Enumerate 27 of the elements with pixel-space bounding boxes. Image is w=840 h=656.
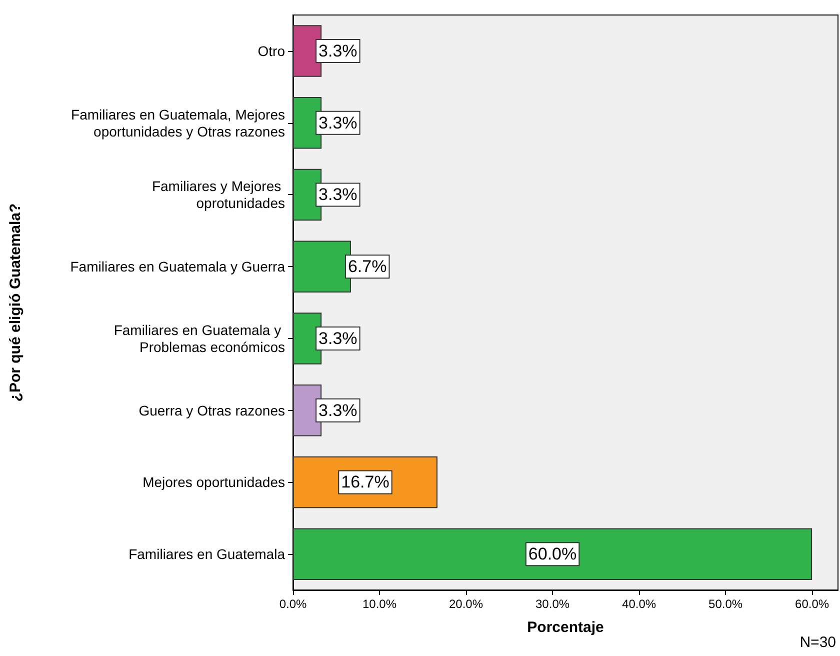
- data-label: 6.7%: [348, 257, 387, 276]
- data-label: 3.3%: [318, 185, 358, 204]
- x-tick-label: 50.0%: [708, 597, 743, 611]
- y-tick-label: Otro: [258, 42, 286, 59]
- x-axis-title: Porcentaje: [527, 619, 604, 636]
- bar: [293, 528, 812, 580]
- text: N=30: [800, 634, 836, 651]
- data-label: 16.7%: [341, 472, 390, 492]
- y-tick-label: Familiares en Guatemala, Mejores oportunidades y Otras razones: [71, 106, 285, 140]
- x-tick-label: 30.0%: [536, 597, 570, 611]
- data-label: 3.3%: [318, 400, 358, 420]
- y-tick-label: Guerra y Otras razones: [138, 402, 285, 418]
- data-label: 3.3%: [318, 328, 358, 348]
- data-label: 3.3%: [318, 113, 358, 132]
- data-label: 3.3%: [318, 41, 358, 60]
- x-tick-label: 0.0%: [279, 597, 307, 611]
- y-tick-label: Familiares en Guatemala y Problemas económicos: [114, 322, 285, 355]
- y-tick-label: Familiares y Mejores oprotunidades: [152, 178, 285, 212]
- y-tick-label: Mejores oportunidades: [142, 474, 285, 490]
- x-tick-label: 10.0%: [362, 597, 397, 611]
- x-tick-label: 20.0%: [449, 597, 484, 611]
- y-tick-label: Familiares en Guatemala y Guerra: [70, 258, 286, 275]
- y-axis-title: ¿Por qué eligió Guatemala?: [7, 203, 24, 402]
- data-label: 60.0%: [528, 544, 577, 564]
- x-tick-label: 60.0%: [795, 597, 830, 611]
- x-tick-label: 40.0%: [622, 597, 656, 611]
- y-tick-label: Familiares en Guatemala: [128, 546, 286, 562]
